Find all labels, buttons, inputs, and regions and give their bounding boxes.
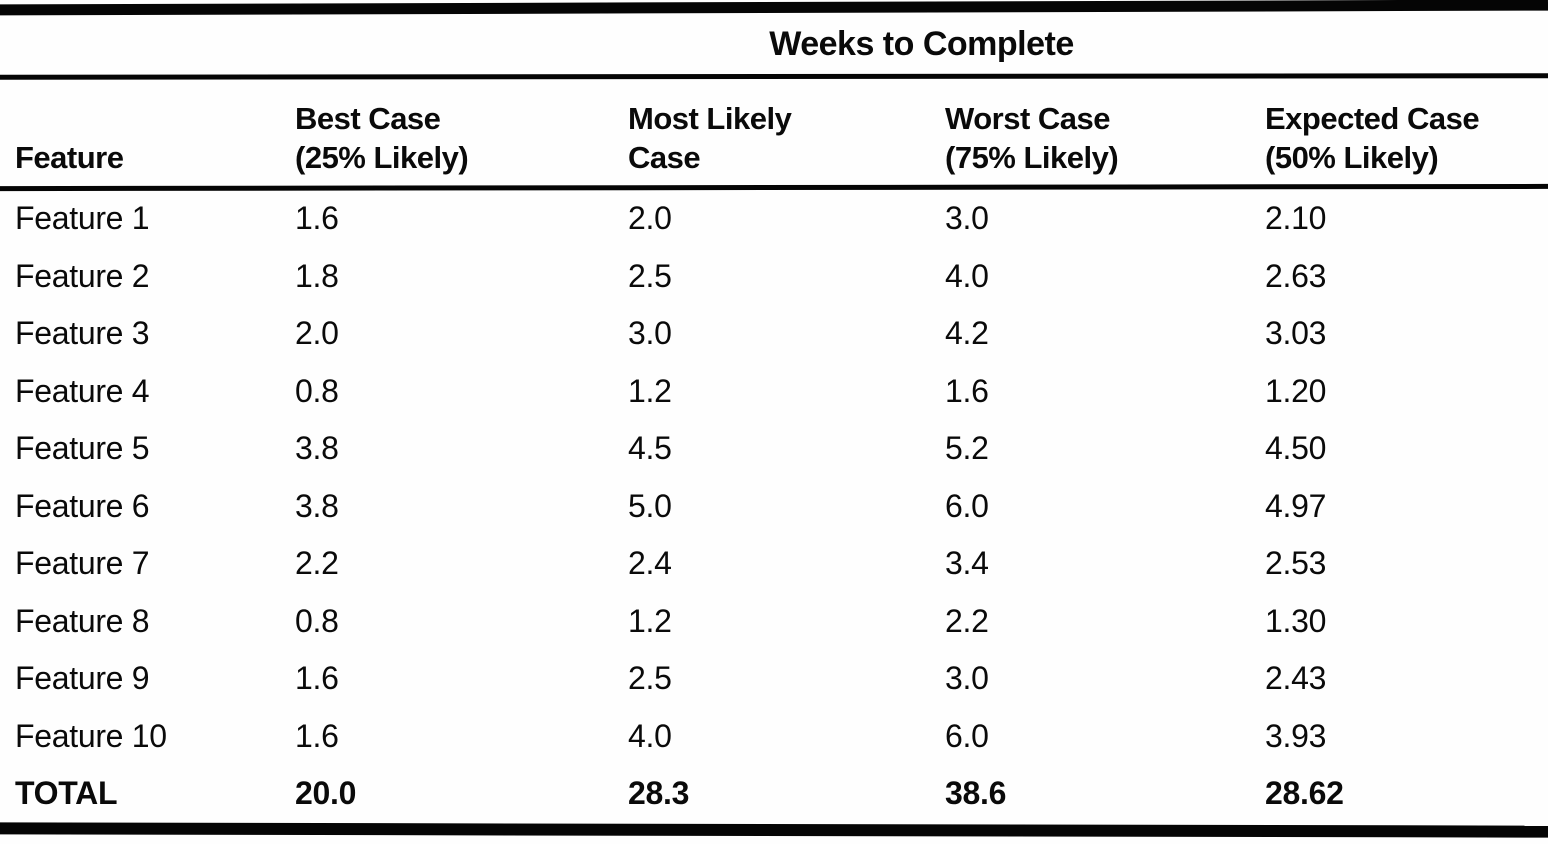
header-line: (50% Likely)	[1265, 140, 1439, 175]
expected-case-cell: 28.62	[1265, 775, 1344, 811]
worst-case-cell: 38.6	[945, 775, 1007, 811]
expected-case-cell: 2.43	[1265, 660, 1327, 696]
worst-case-cell: 3.0	[945, 660, 989, 696]
header-line: Case	[628, 140, 701, 175]
worst-case-cell: 3.0	[945, 200, 989, 236]
table-row: Feature 1 1.6 2.0 3.0 2.10	[0, 190, 1548, 248]
worst-case-cell: 4.2	[945, 315, 989, 351]
feature-cell: TOTAL	[15, 775, 118, 811]
column-header-worst-case: Worst Case (75% Likely)	[945, 99, 1265, 185]
best-case-cell: 1.6	[295, 717, 339, 754]
most-likely-cell: 5.0	[628, 487, 672, 524]
header-line: Best Case	[295, 101, 441, 136]
best-case-cell: 1.6	[295, 660, 339, 696]
expected-case-cell: 4.50	[1265, 430, 1327, 466]
most-likely-cell: 2.0	[628, 200, 672, 236]
table-row: Feature 9 1.6 2.5 3.0 2.43	[0, 650, 1548, 708]
table-body: Feature 1 1.6 2.0 3.0 2.10 Feature 2 1.8…	[0, 190, 1548, 823]
table-header-row: Feature Best Case (25% Likely) Most Like…	[0, 79, 1548, 185]
most-likely-cell: 1.2	[628, 602, 672, 639]
header-line: Expected Case	[1265, 101, 1480, 136]
table-row: Feature 10 1.6 4.0 6.0 3.93	[0, 708, 1548, 766]
feature-cell: Feature 2	[15, 257, 150, 294]
bottom-border-rule	[0, 822, 1548, 838]
table-row: Feature 8 0.8 1.2 2.2 1.30	[0, 593, 1548, 651]
column-header-feature: Feature	[15, 138, 295, 185]
most-likely-cell: 3.0	[628, 315, 672, 351]
table-row: Feature 6 3.8 5.0 6.0 4.97	[0, 478, 1548, 536]
expected-case-cell: 3.03	[1265, 315, 1327, 351]
feature-cell: Feature 5	[15, 430, 150, 466]
table-row: Feature 2 1.8 2.5 4.0 2.63	[0, 248, 1548, 306]
header-line: (25% Likely)	[295, 140, 469, 175]
column-header-expected-case: Expected Case (50% Likely)	[1265, 99, 1548, 185]
most-likely-cell: 4.0	[628, 717, 672, 754]
header-line: (75% Likely)	[945, 140, 1119, 175]
most-likely-cell: 4.5	[628, 430, 672, 466]
feature-cell: Feature 3	[15, 315, 150, 351]
feature-cell: Feature 1	[15, 200, 150, 236]
table-row: Feature 5 3.8 4.5 5.2 4.50	[0, 420, 1548, 478]
worst-case-cell: 2.2	[945, 602, 989, 639]
most-likely-cell: 2.5	[628, 257, 672, 294]
most-likely-cell: 2.5	[628, 660, 672, 696]
most-likely-cell: 2.4	[628, 545, 672, 581]
feature-cell: Feature 10	[15, 717, 167, 754]
worst-case-cell: 5.2	[945, 430, 989, 466]
header-line: Worst Case	[945, 101, 1111, 136]
worst-case-cell: 3.4	[945, 545, 989, 581]
table-spanner-title: Weeks to Complete	[769, 25, 1074, 63]
feature-cell: Feature 9	[15, 660, 150, 696]
worst-case-cell: 6.0	[945, 487, 989, 524]
header-line: Most Likely	[628, 101, 792, 136]
expected-case-cell: 3.93	[1265, 717, 1327, 754]
best-case-cell: 1.6	[295, 200, 339, 236]
expected-case-cell: 1.20	[1265, 372, 1327, 409]
expected-case-cell: 2.53	[1265, 545, 1327, 581]
expected-case-cell: 1.30	[1265, 602, 1327, 639]
header-line: Feature	[15, 140, 124, 175]
feature-cell: Feature 8	[15, 602, 150, 639]
best-case-cell: 2.0	[295, 315, 339, 351]
expected-case-cell: 2.10	[1265, 200, 1327, 236]
best-case-cell: 2.2	[295, 545, 339, 581]
worst-case-cell: 4.0	[945, 257, 989, 294]
expected-case-cell: 4.97	[1265, 487, 1327, 524]
column-header-most-likely: Most Likely Case	[628, 99, 945, 185]
feature-cell: Feature 4	[15, 372, 150, 409]
best-case-cell: 0.8	[295, 602, 339, 639]
most-likely-cell: 1.2	[628, 372, 672, 409]
table-row: Feature 3 2.0 3.0 4.2 3.03	[0, 305, 1548, 363]
expected-case-cell: 2.63	[1265, 257, 1327, 294]
feature-cell: Feature 6	[15, 487, 150, 524]
column-header-best-case: Best Case (25% Likely)	[295, 99, 628, 185]
table-row: Feature 7 2.2 2.4 3.4 2.53	[0, 535, 1548, 593]
table-total-row: TOTAL 20.0 28.3 38.6 28.62	[0, 765, 1548, 823]
best-case-cell: 20.0	[295, 775, 357, 811]
worst-case-cell: 6.0	[945, 717, 989, 754]
best-case-cell: 3.8	[295, 487, 339, 524]
best-case-cell: 1.8	[295, 257, 339, 294]
spanner-title-row: Weeks to Complete	[0, 13, 1548, 74]
most-likely-cell: 28.3	[628, 775, 690, 811]
worst-case-cell: 1.6	[945, 372, 989, 409]
best-case-cell: 3.8	[295, 430, 339, 466]
feature-cell: Feature 7	[15, 545, 150, 581]
table-row: Feature 4 0.8 1.2 1.6 1.20	[0, 363, 1548, 421]
best-case-cell: 0.8	[295, 372, 339, 409]
